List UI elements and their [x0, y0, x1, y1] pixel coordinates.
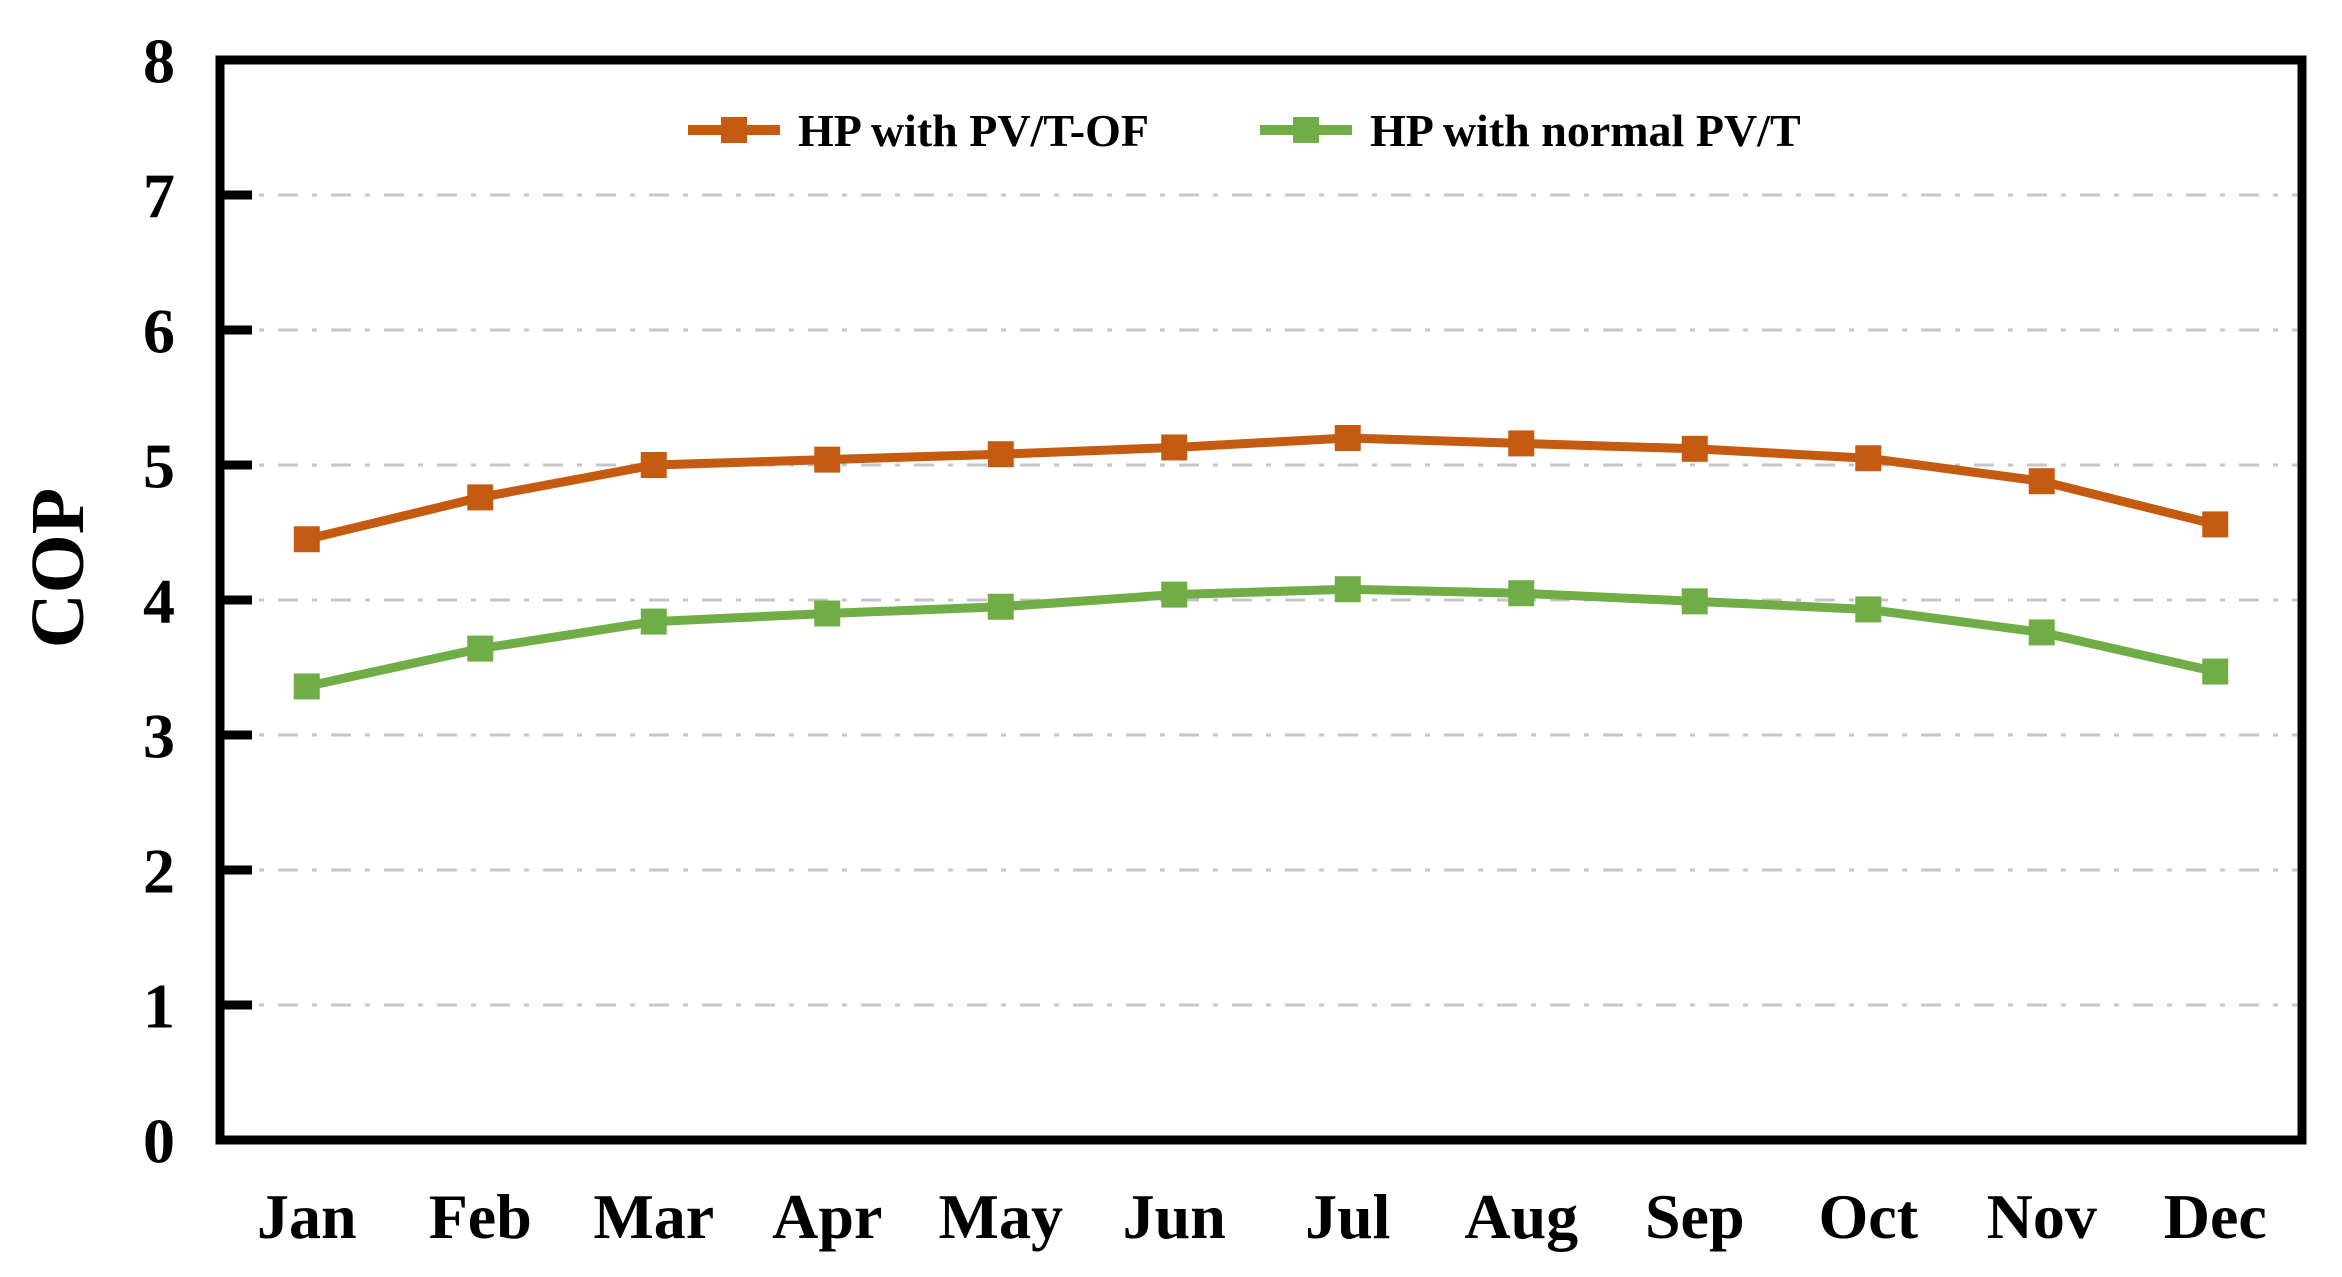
data-point-marker [987, 593, 1014, 620]
x-tick-label: Dec [2164, 1181, 2267, 1252]
plot-border [215, 55, 2307, 1145]
legend-line-square-marker-green [1260, 117, 1352, 143]
y-tick-label: 2 [143, 835, 175, 906]
legend-line-square-marker-orange [688, 117, 780, 143]
x-tick-label: Nov [1987, 1181, 2097, 1252]
y-tick-label: 7 [143, 160, 175, 231]
data-point-marker [2202, 511, 2229, 538]
data-point-marker [293, 526, 320, 553]
x-tick-label: Aug [1464, 1181, 1578, 1252]
data-point-marker [640, 608, 667, 635]
data-point-marker [2028, 619, 2055, 646]
x-tick-label: Jan [257, 1181, 357, 1252]
data-point-marker [1681, 435, 1708, 462]
data-point-marker [987, 441, 1014, 468]
data-point-marker [1855, 596, 1882, 623]
x-tick-label: Apr [772, 1181, 882, 1252]
data-point-marker [1334, 425, 1361, 451]
data-point-marker [2202, 658, 2229, 685]
x-tick-label: Feb [429, 1181, 532, 1252]
series-line-1 [302, 584, 2220, 691]
data-point-marker [467, 635, 494, 662]
y-tick-label: 5 [143, 430, 175, 501]
x-tick-label: Sep [1645, 1181, 1745, 1252]
y-tick-label: 6 [143, 295, 175, 366]
x-tick-label: Jun [1123, 1181, 1226, 1252]
data-point-marker [467, 484, 494, 511]
y-tick-label: 4 [143, 565, 175, 636]
legend-item-hp-with-normal-pvt: HP with normal PV/T [1260, 102, 1801, 158]
data-point-marker [1161, 581, 1188, 608]
data-point-marker [2028, 468, 2055, 495]
legend-item-hp-with-pvt-of: HP with PV/T-OF [688, 102, 1149, 158]
data-point-marker [814, 600, 841, 627]
data-point-marker [1508, 430, 1535, 457]
y-tick-label: 0 [143, 1105, 175, 1176]
x-tick-label: Oct [1819, 1181, 1919, 1252]
data-point-marker [1681, 588, 1708, 615]
y-tick-label: 1 [143, 970, 175, 1041]
data-point-marker [814, 446, 841, 473]
y-tick-label: 8 [143, 25, 175, 96]
data-point-marker [1855, 445, 1882, 472]
data-point-marker [1508, 580, 1535, 607]
chart-legend: HP with PV/T-OF HP with normal PV/T [0, 102, 2342, 158]
legend-label-hp-with-pvt-of: HP with PV/T-OF [798, 104, 1149, 156]
x-tick-label: May [939, 1181, 1063, 1252]
legend-label-hp-with-normal-pvt: HP with normal PV/T [1370, 104, 1801, 156]
y-axis-title: COP [16, 487, 100, 649]
x-tick-label: Jul [1305, 1181, 1390, 1252]
x-tick-label: Mar [593, 1181, 714, 1252]
series-line-0 [302, 433, 2220, 544]
data-point-marker [1161, 434, 1188, 461]
data-point-marker [1334, 576, 1361, 603]
data-point-marker [293, 673, 320, 700]
y-tick-label: 3 [143, 700, 175, 771]
data-point-marker [640, 452, 667, 478]
